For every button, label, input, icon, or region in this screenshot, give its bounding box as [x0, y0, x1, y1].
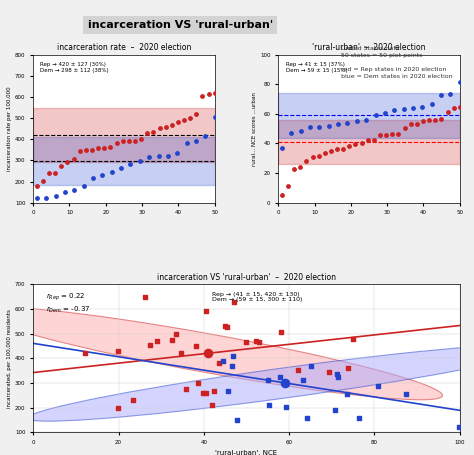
- Point: [136, 157, 144, 165]
- Point: [205, 91, 212, 98]
- Point: [146, 153, 153, 160]
- Point: [419, 104, 426, 111]
- Point: [202, 308, 210, 315]
- Point: [33, 195, 41, 202]
- Title: incarceration rate  –  2020 election: incarceration rate – 2020 election: [57, 43, 191, 52]
- Bar: [278, 120, 460, 164]
- Point: [413, 120, 420, 127]
- Point: [346, 142, 353, 150]
- Point: [115, 347, 122, 354]
- Point: [334, 370, 341, 378]
- Point: [455, 424, 463, 431]
- Text: United States data
50 states = 50 plot points

red = Rep states in 2020 election: United States data 50 states = 50 plot p…: [341, 46, 453, 79]
- Point: [353, 117, 361, 124]
- Point: [277, 329, 285, 336]
- Y-axis label: incarceration rate per 100,000: incarceration rate per 100,000: [7, 86, 12, 171]
- Point: [276, 373, 284, 380]
- Point: [199, 92, 206, 99]
- Point: [278, 144, 286, 152]
- Point: [194, 379, 201, 387]
- Text: Rep → 41 ± 15 (37%)
Dem → 59 ± 15 (15%): Rep → 41 ± 15 (37%) Dem → 59 ± 15 (15%): [285, 62, 347, 73]
- Point: [303, 415, 310, 422]
- Point: [201, 132, 209, 139]
- Text: Rep → 420 ± 127 (30%)
Dem → 298 ± 112 (38%): Rep → 420 ± 127 (30%) Dem → 298 ± 112 (3…: [40, 62, 109, 73]
- Text: Rep → (41 ± 15, 420 ± 130)
Dem → (59 ± 15, 300 ± 110): Rep → (41 ± 15, 420 ± 130) Dem → (59 ± 1…: [212, 292, 303, 303]
- Point: [281, 379, 289, 387]
- Point: [419, 118, 427, 125]
- Point: [297, 127, 304, 135]
- Point: [334, 373, 342, 380]
- Point: [400, 105, 407, 112]
- Point: [349, 335, 357, 342]
- Point: [192, 138, 200, 145]
- Point: [287, 130, 295, 137]
- Point: [64, 159, 71, 166]
- Point: [107, 144, 114, 151]
- Point: [389, 130, 396, 137]
- Point: [172, 330, 180, 338]
- Point: [76, 147, 83, 155]
- Point: [306, 123, 314, 131]
- Point: [46, 170, 53, 177]
- Point: [183, 140, 191, 147]
- Point: [80, 182, 87, 190]
- Point: [299, 376, 306, 383]
- Point: [282, 403, 290, 410]
- Point: [407, 120, 414, 127]
- Point: [57, 162, 65, 170]
- Point: [437, 91, 445, 99]
- Point: [210, 388, 218, 395]
- Point: [71, 186, 78, 193]
- Point: [180, 117, 188, 124]
- Point: [131, 137, 139, 145]
- X-axis label: 'rural-urban', NCE: 'rural-urban', NCE: [215, 450, 278, 455]
- Point: [221, 323, 228, 330]
- Point: [456, 79, 464, 86]
- Point: [308, 362, 315, 369]
- Point: [117, 164, 125, 172]
- Point: [381, 110, 389, 117]
- Point: [376, 131, 384, 138]
- Point: [255, 339, 263, 346]
- Ellipse shape: [28, 344, 474, 421]
- Point: [364, 136, 372, 144]
- Point: [182, 385, 190, 392]
- Point: [127, 160, 134, 167]
- Point: [88, 146, 96, 153]
- Point: [70, 156, 77, 163]
- Point: [339, 145, 347, 152]
- Point: [119, 138, 127, 145]
- Point: [108, 168, 116, 175]
- Point: [219, 357, 226, 364]
- Point: [438, 116, 445, 123]
- Point: [155, 152, 162, 160]
- Point: [229, 352, 237, 359]
- Point: [114, 404, 121, 412]
- Title: incarceration VS 'rural-urban'  –  2020 election: incarceration VS 'rural-urban' – 2020 el…: [157, 273, 336, 282]
- Point: [297, 163, 304, 170]
- Point: [224, 387, 232, 394]
- Point: [224, 324, 231, 331]
- Text: $r_{Rep}$ = 0.22
$r_{Dem}$ = -0.37: $r_{Rep}$ = 0.22 $r_{Dem}$ = -0.37: [46, 292, 91, 315]
- Point: [168, 121, 175, 129]
- Title: 'rural-urban'  –  2020 election: 'rural-urban' – 2020 election: [312, 43, 426, 52]
- Point: [113, 139, 120, 147]
- Point: [345, 365, 352, 372]
- Point: [391, 106, 398, 113]
- Point: [242, 338, 249, 345]
- Point: [230, 298, 238, 306]
- Point: [447, 90, 454, 97]
- Point: [186, 114, 194, 121]
- Point: [192, 111, 200, 118]
- Point: [89, 174, 97, 182]
- Point: [352, 140, 359, 147]
- Point: [431, 116, 439, 123]
- Point: [444, 108, 451, 116]
- Point: [82, 147, 90, 154]
- Point: [51, 169, 59, 177]
- Point: [395, 130, 402, 137]
- Point: [401, 125, 409, 132]
- Point: [450, 104, 457, 111]
- Point: [333, 145, 341, 152]
- Point: [265, 401, 273, 408]
